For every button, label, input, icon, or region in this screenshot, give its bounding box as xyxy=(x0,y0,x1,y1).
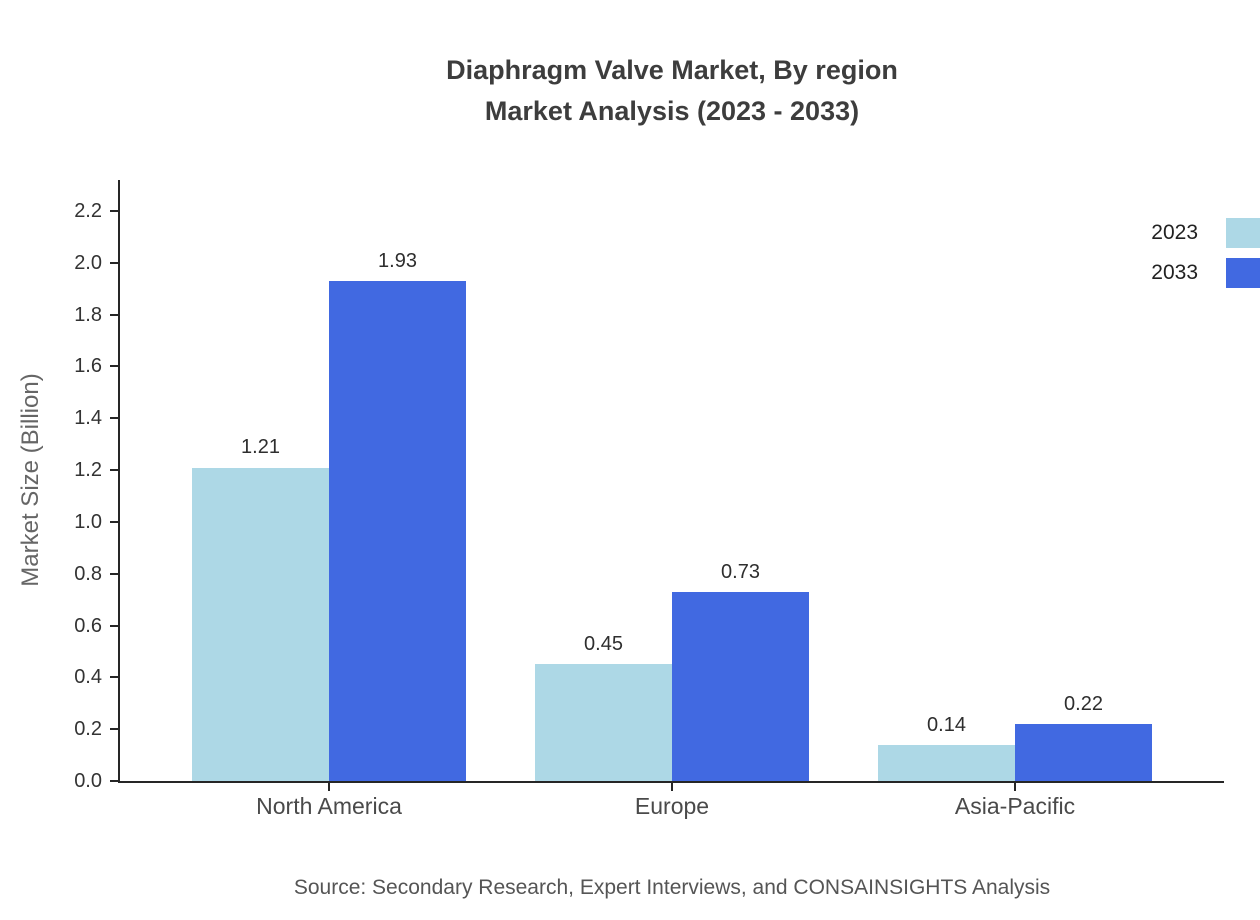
y-tick-label: 0.4 xyxy=(74,666,102,689)
plot-area: 0.0 0.2 0.4 0.6 0.8 1.0 1.2 1.4 1.6 1.8 2.0 2.2 1.21… xyxy=(74,180,1224,819)
x-tick-label-europe: Europe xyxy=(634,793,710,819)
y-tick-label: 2.2 xyxy=(74,199,102,222)
bar-value-2033-asia-pacific: 0.22 xyxy=(1064,692,1103,715)
y-tick-label: 1.6 xyxy=(74,355,102,378)
y-tick-mark xyxy=(110,469,118,472)
legend-label: 2023 xyxy=(1151,221,1198,244)
y-tick-label: 0.8 xyxy=(74,562,102,585)
bar-value-2033-north-america: 1.93 xyxy=(378,249,417,272)
y-tick-mark xyxy=(110,417,118,420)
legend-item-2023: 2023 xyxy=(1151,218,1260,248)
legend-item-2033: 2033 xyxy=(1151,258,1260,288)
y-tick-label: 0.6 xyxy=(74,614,102,637)
y-tick-mark xyxy=(110,520,118,523)
chart-title: Diaphragm Valve Market, By region Market… xyxy=(120,50,1224,132)
bar-2033-north-america xyxy=(329,280,466,781)
legend: 2023 2033 xyxy=(1151,218,1260,288)
y-tick-label: 1.0 xyxy=(74,510,102,533)
y-tick-mark xyxy=(110,676,118,679)
y-tick-label: 1.4 xyxy=(74,407,102,430)
bar-2023-europe xyxy=(535,664,672,781)
y-tick-mark xyxy=(110,261,118,264)
legend-swatch xyxy=(1226,218,1260,248)
x-tick-label-asia-pacific: Asia-Pacific xyxy=(954,793,1076,819)
y-tick-label: 0.0 xyxy=(74,770,102,792)
legend-label: 2033 xyxy=(1151,261,1198,284)
bar-value-2023-north-america: 1.21 xyxy=(241,436,280,459)
source-note: Source: Secondary Research, Expert Inter… xyxy=(293,876,1051,899)
bar-value-2023-asia-pacific: 0.14 xyxy=(927,713,966,736)
x-tick-mark xyxy=(671,783,673,791)
y-tick-mark xyxy=(110,624,118,627)
y-tick-mark xyxy=(110,365,118,368)
y-tick-mark xyxy=(110,728,118,731)
x-tick-mark xyxy=(1014,783,1016,791)
x-tick-label-north-america: North America xyxy=(256,793,402,819)
bar-value-2023-europe: 0.45 xyxy=(584,633,623,656)
chart-title-line2: Market Analysis (2023 - 2033) xyxy=(484,96,860,126)
legend-swatch xyxy=(1226,258,1260,288)
bar-value-2033-europe: 0.73 xyxy=(721,560,760,583)
y-axis-label: Market Size (Billion) xyxy=(17,373,44,587)
y-tick-mark xyxy=(110,209,118,212)
bar-2023-north-america xyxy=(192,467,329,781)
x-tick-mark xyxy=(328,783,330,791)
y-tick-label: 0.2 xyxy=(74,718,102,741)
chart-title-line1: Diaphragm Valve Market, By region xyxy=(446,55,898,85)
y-tick-mark xyxy=(110,313,118,316)
bar-2033-europe xyxy=(672,591,809,781)
y-tick-label: 1.8 xyxy=(74,303,102,326)
y-tick-label: 1.2 xyxy=(74,459,102,482)
y-tick-mark xyxy=(110,780,118,782)
y-tick-label: 2.0 xyxy=(74,251,102,274)
y-tick-mark xyxy=(110,572,118,575)
bar-2033-asia-pacific xyxy=(1015,724,1152,781)
bar-2023-asia-pacific xyxy=(878,744,1015,781)
